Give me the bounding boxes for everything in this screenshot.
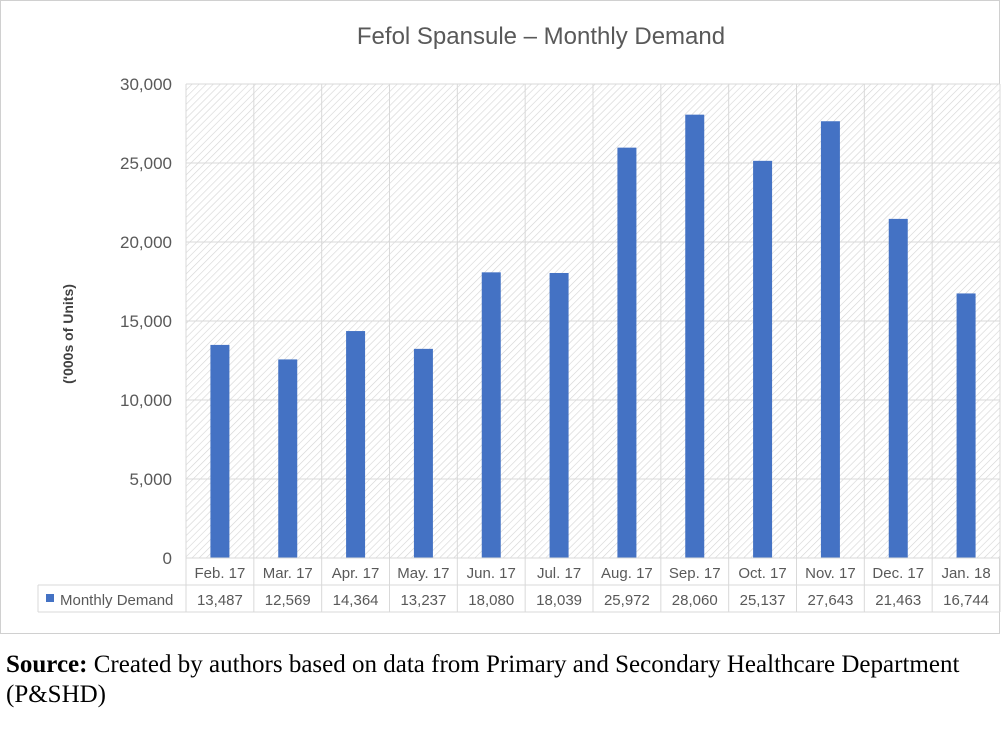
x-tick-label: Sep. 17 bbox=[669, 565, 721, 582]
x-tick-label: Nov. 17 bbox=[805, 565, 856, 582]
data-table-value: 12,569 bbox=[265, 592, 311, 609]
bar bbox=[956, 293, 976, 558]
source-label: Source: bbox=[6, 651, 88, 678]
data-table-value: 13,237 bbox=[400, 592, 446, 609]
data-table-value: 13,487 bbox=[197, 592, 243, 609]
bar bbox=[549, 272, 569, 558]
data-table: Feb. 17 13,487 Mar. 17 12,569 Apr. 17 14,364 M… bbox=[37, 557, 1000, 613]
legend-label: Monthly Demand bbox=[60, 592, 173, 609]
data-table-value: 18,080 bbox=[468, 592, 514, 609]
x-tick-label: Oct. 17 bbox=[738, 565, 786, 582]
data-table-value: 25,137 bbox=[740, 592, 786, 609]
y-tick-label: 5,000 bbox=[129, 470, 172, 489]
x-tick-label: Apr. 17 bbox=[332, 565, 380, 582]
y-axis-ticks: 0 5,000 10,000 15,000 20,000 25,000 30,000 bbox=[120, 75, 172, 568]
bar bbox=[753, 160, 773, 559]
x-tick-label: May. 17 bbox=[397, 565, 449, 582]
x-tick-label: Aug. 17 bbox=[601, 565, 653, 582]
chart-title: Fefol Spansule – Monthly Demand bbox=[357, 23, 725, 50]
data-table-value: 25,972 bbox=[604, 592, 650, 609]
data-table-value: 16,744 bbox=[943, 592, 989, 609]
data-table-value: 28,060 bbox=[672, 592, 718, 609]
y-tick-label: 0 bbox=[163, 549, 172, 568]
bar bbox=[888, 218, 908, 559]
y-tick-label: 10,000 bbox=[120, 391, 172, 410]
bar bbox=[346, 331, 366, 558]
y-tick-label: 15,000 bbox=[120, 312, 172, 331]
source-note: Source: Created by authors based on data… bbox=[6, 650, 996, 710]
x-tick-label: Dec. 17 bbox=[872, 565, 924, 582]
bars bbox=[210, 114, 976, 559]
x-tick-label: Jun. 17 bbox=[467, 565, 516, 582]
legend-key bbox=[46, 594, 54, 602]
y-tick-label: 25,000 bbox=[120, 154, 172, 173]
source-text: Created by authors based on data from Pr… bbox=[6, 651, 960, 708]
bar bbox=[481, 272, 501, 558]
bar-chart: Fefol Spansule – Monthly Demand ('000s o… bbox=[37, 23, 1001, 613]
data-table-value: 27,643 bbox=[807, 592, 853, 609]
x-tick-label: Jan. 18 bbox=[941, 565, 990, 582]
y-tick-label: 20,000 bbox=[120, 233, 172, 252]
bar bbox=[685, 114, 705, 558]
bar bbox=[413, 348, 433, 558]
y-tick-label: 30,000 bbox=[120, 75, 172, 94]
bar bbox=[278, 359, 298, 558]
data-table-value: 18,039 bbox=[536, 592, 582, 609]
bar bbox=[820, 121, 840, 558]
gridlines bbox=[185, 83, 1001, 612]
y-axis-label: ('000s of Units) bbox=[60, 284, 76, 384]
data-table-value: 14,364 bbox=[333, 592, 379, 609]
x-tick-label: Feb. 17 bbox=[194, 565, 245, 582]
bar bbox=[617, 147, 637, 558]
x-tick-label: Jul. 17 bbox=[537, 565, 581, 582]
bar bbox=[210, 344, 230, 558]
data-table-value: 21,463 bbox=[875, 592, 921, 609]
x-tick-label: Mar. 17 bbox=[263, 565, 313, 582]
